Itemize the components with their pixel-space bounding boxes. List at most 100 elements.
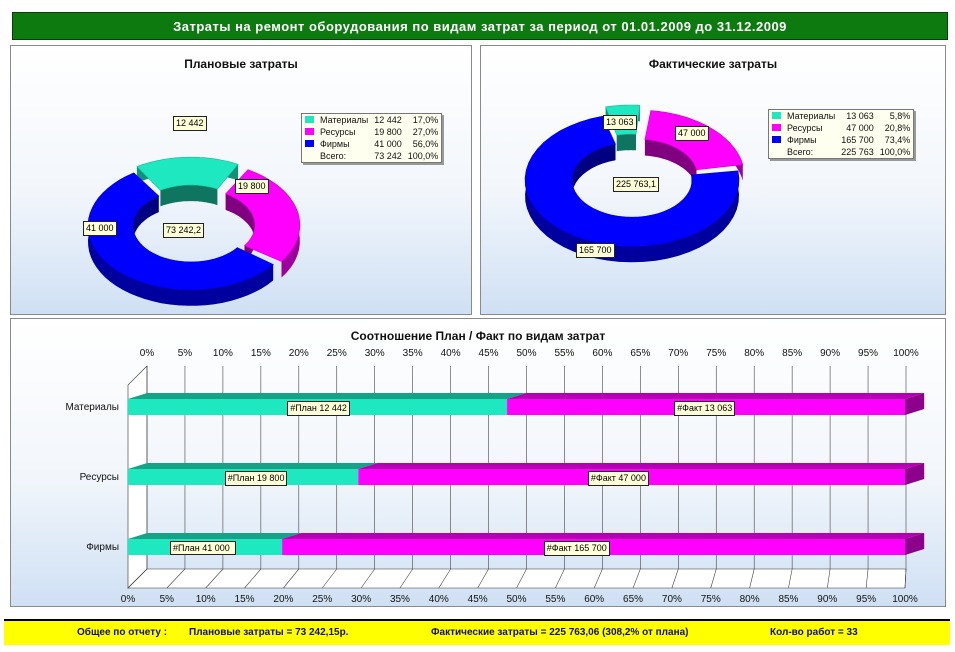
bar-chart-title: Соотношение План / Факт по видам затрат (350, 329, 606, 343)
bar-plan-top-materials (128, 393, 527, 399)
bar-plan-label-resources: #План 19 800 (224, 471, 288, 486)
legend-row-firms: Фирмы 41 000 56,0% (302, 138, 441, 150)
legend-total-percent: 100,0% (879, 147, 911, 157)
x-tick-label-bottom: 45% (468, 594, 488, 605)
bar-floor-gridline (283, 568, 300, 589)
x-tick-label-top: 90% (820, 348, 840, 359)
bar-floor-gridline (205, 568, 224, 589)
legend-row-resources: Ресурсы 19 800 27,0% (302, 126, 441, 138)
bar-plan-label-materials: #План 12 442 (287, 401, 350, 416)
fact-legend: Материалы 13 063 5,8% Ресурсы 47 000 20,8% Ф… (768, 109, 915, 159)
legend-total-percent: 100,0% (407, 151, 439, 161)
x-tick-label-bottom: 40% (429, 594, 449, 605)
bar-floor-gridline (360, 568, 375, 589)
fact-center-label: 225 763,1 (613, 177, 660, 192)
legend-percent: 56,0% (412, 139, 439, 149)
x-tick-label-bottom: 55% (545, 594, 565, 605)
bar-floor-gridline (593, 568, 603, 589)
donut-slice-inner-resources (644, 139, 697, 186)
donut-slice-materials (136, 156, 239, 191)
x-tick-label-top: 85% (782, 348, 802, 359)
legend-label: Материалы (320, 115, 369, 125)
x-tick-label-top: 0% (140, 348, 155, 359)
fact-donut-chart (524, 104, 744, 263)
x-tick-label-bottom: 5% (160, 594, 175, 605)
bar-floor-gridline (671, 568, 679, 589)
bar-floor-gridline (516, 568, 527, 589)
bar-floor-gridline (438, 568, 451, 589)
legend-row-total: Всего: 225 763 100,0% (769, 146, 913, 158)
category-label-firms: Фирмы (86, 542, 119, 553)
resources-swatch (772, 124, 781, 131)
donut-slice-firms (524, 115, 740, 247)
firms-swatch (772, 136, 781, 143)
plan-chart-title: Плановые затраты (184, 57, 298, 71)
bar-fact-top-materials (507, 393, 925, 399)
fact-chart-title: Фактические затраты (648, 57, 778, 71)
plan-donut-chart (87, 156, 301, 306)
bar-floor-gridline (865, 568, 869, 589)
firms-swatch (305, 140, 314, 147)
x-tick-label-top: 70% (668, 348, 688, 359)
x-tick-label-bottom: 30% (351, 594, 371, 605)
footer-works-count: Кол-во работ = 33 (770, 627, 858, 638)
legend-label: Материалы (787, 111, 836, 121)
donut-slice-inner-materials (160, 185, 218, 207)
bar-fact-label-firms: #Факт 165 700 (543, 541, 610, 556)
donut-slice-firms (87, 172, 274, 291)
bar-floor-gridline (904, 568, 907, 589)
footer-total-label: Общее по отчету : (77, 627, 168, 638)
x-tick-label-bottom: 95% (856, 594, 876, 605)
x-tick-label-top: 40% (441, 348, 461, 359)
legend-row-total: Всего: 73 242 100,0% (302, 150, 441, 162)
bar-fact-top-resources (358, 463, 925, 469)
bar-fact-side-resources (905, 463, 925, 485)
legend-total-label: Всего: (320, 151, 347, 161)
x-tick-label-bottom: 0% (121, 594, 136, 605)
category-label-resources: Ресурсы (80, 472, 119, 483)
legend-percent: 5,8% (889, 111, 911, 121)
legend-percent: 20,8% (884, 123, 911, 133)
report-footer: Общее по отчету : Плановые затраты = 73 … (4, 619, 950, 645)
legend-value: 165 700 (841, 135, 874, 145)
legend-value: 19 800 (374, 127, 402, 137)
x-tick-label-top: 5% (178, 348, 193, 359)
x-tick-label-top: 15% (251, 348, 271, 359)
x-tick-label-bottom: 35% (390, 594, 410, 605)
legend-row-firms: Фирмы 165 700 73,4% (769, 134, 913, 146)
x-tick-label-top: 25% (327, 348, 347, 359)
bar-floor-gridline (710, 568, 717, 589)
donut-slice-inner-materials (616, 134, 636, 152)
x-tick-label-top: 30% (365, 348, 385, 359)
x-tick-label-bottom: 15% (235, 594, 255, 605)
bar-floor-gridline (322, 568, 337, 589)
legend-percent: 73,4% (884, 135, 911, 145)
x-tick-label-bottom: 70% (662, 594, 682, 605)
category-label-materials: Материалы (65, 402, 119, 413)
plan-resources-label: 19 800 (235, 179, 269, 194)
bar-floor-gridline (749, 568, 755, 589)
bar-fact-top-firms (282, 533, 925, 539)
x-tick-label-bottom: 85% (778, 594, 798, 605)
plan-fact-ratio-panel: Соотношение План / Факт по видам затрат … (10, 318, 946, 607)
bar-floor-gridline (632, 568, 641, 589)
bar-floor-gridline (555, 568, 565, 589)
x-tick-label-bottom: 50% (506, 594, 526, 605)
bar-fact-side-materials (905, 393, 925, 415)
x-tick-label-top: 55% (554, 348, 574, 359)
bar-floor-gridline (166, 568, 186, 589)
bar-fact-side-firms (905, 533, 925, 555)
x-tick-label-top: 50% (516, 348, 536, 359)
x-tick-label-bottom: 75% (701, 594, 721, 605)
x-tick-label-top: 75% (706, 348, 726, 359)
plan-materials-label: 12 442 (173, 116, 207, 131)
x-tick-label-top: 45% (479, 348, 499, 359)
legend-row-resources: Ресурсы 47 000 20,8% (769, 122, 913, 134)
resources-swatch (305, 128, 314, 135)
plan-costs-panel: Плановые затраты Материалы 12 442 17,0% Ре… (10, 45, 472, 315)
materials-swatch (305, 116, 314, 123)
legend-total-value: 73 242 (374, 151, 402, 161)
x-tick-label-top: 65% (630, 348, 650, 359)
plan-center-label: 73 242,2 (163, 223, 205, 238)
x-tick-label-top: 20% (289, 348, 309, 359)
